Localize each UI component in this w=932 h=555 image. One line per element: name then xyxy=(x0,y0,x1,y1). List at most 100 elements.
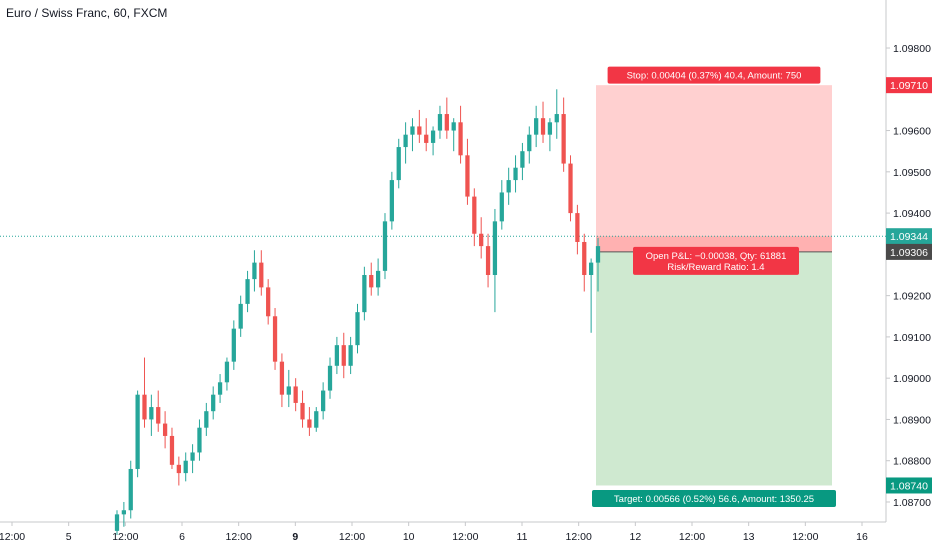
candle xyxy=(204,402,209,436)
candle xyxy=(128,460,133,519)
candle-body xyxy=(520,151,525,168)
stop-label: Stop: 0.00404 (0.37%) 40.4, Amount: 750 xyxy=(607,66,821,84)
candle xyxy=(176,456,181,486)
candle-body xyxy=(451,122,456,131)
candle-body xyxy=(362,275,367,313)
candle xyxy=(321,382,326,420)
pnl-label: Open P&L: −0.00038, Qty: 61881Risk/Rewar… xyxy=(633,246,799,275)
candle-body xyxy=(424,134,429,143)
candle-body xyxy=(389,180,394,222)
candle-body xyxy=(183,460,188,474)
target-label-box xyxy=(592,489,836,507)
candle xyxy=(588,258,594,333)
candle xyxy=(245,270,250,313)
candle-body xyxy=(327,365,333,391)
stop-price-badge-box xyxy=(886,77,932,94)
candle-body xyxy=(190,452,195,461)
candle xyxy=(527,126,532,164)
candle-body xyxy=(149,407,154,420)
candle-body xyxy=(231,328,236,362)
candle-body xyxy=(554,114,559,123)
candle-body xyxy=(266,287,271,317)
candle xyxy=(252,250,257,292)
candle xyxy=(396,138,401,189)
candle xyxy=(582,233,587,292)
candle-body xyxy=(321,390,326,412)
candle-body xyxy=(176,464,181,474)
candle xyxy=(341,332,346,379)
candle-body xyxy=(479,233,484,247)
candle-body xyxy=(224,361,230,383)
candle xyxy=(272,308,278,370)
candle-body xyxy=(211,394,216,412)
candle xyxy=(327,357,333,399)
candle-body xyxy=(527,134,532,152)
candle xyxy=(506,167,511,205)
price-tick-label: 1.08800 xyxy=(893,456,931,468)
candle xyxy=(403,122,408,164)
candle xyxy=(595,237,601,292)
entry-price-badge-text: 1.09306 xyxy=(890,247,928,259)
time-tick-label: 9 xyxy=(292,531,298,543)
candle xyxy=(492,208,498,313)
candle-body xyxy=(588,262,594,275)
candle-body xyxy=(355,312,360,346)
candle xyxy=(300,390,305,428)
target-label-text: Target: 0.00566 (0.52%) 56.6, Amount: 13… xyxy=(614,494,814,505)
candle xyxy=(190,444,195,474)
candle-body xyxy=(499,192,504,222)
candle xyxy=(520,142,525,181)
candle-body xyxy=(472,196,477,234)
candle-body xyxy=(293,386,298,403)
target-label: Target: 0.00566 (0.52%) 56.6, Amount: 13… xyxy=(592,489,836,507)
candle xyxy=(355,303,360,354)
entry-price-badge: 1.09306 xyxy=(886,243,932,260)
candle xyxy=(162,411,168,449)
candle xyxy=(417,109,422,143)
time-tick-label: 12:00 xyxy=(566,531,592,543)
candle xyxy=(197,419,202,461)
candle xyxy=(424,118,429,152)
candle xyxy=(540,101,546,143)
time-tick-label: 6 xyxy=(179,531,185,543)
time-tick-label: 10 xyxy=(403,531,415,543)
candle-body xyxy=(458,122,463,156)
entry-price-badge-box xyxy=(886,243,932,260)
candle xyxy=(279,353,285,408)
pnl-label-box xyxy=(633,246,799,275)
candle-body xyxy=(341,345,346,366)
candle-body xyxy=(506,180,511,193)
candle-body xyxy=(252,262,257,280)
candle xyxy=(142,357,147,428)
candle xyxy=(561,97,566,172)
candle-body xyxy=(114,514,120,531)
time-tick-label: 12:00 xyxy=(0,531,25,543)
candle xyxy=(369,262,374,296)
candle xyxy=(444,97,449,139)
candle xyxy=(465,138,470,205)
candle-body xyxy=(259,262,264,288)
candle-body xyxy=(204,411,209,428)
candle-body xyxy=(272,316,278,362)
candle xyxy=(437,105,443,139)
pnl-label-text: Open P&L: −0.00038, Qty: 61881 xyxy=(646,251,787,262)
candle xyxy=(479,217,484,259)
candle xyxy=(259,250,264,296)
stop-label-box xyxy=(607,66,821,84)
candle xyxy=(266,279,271,325)
time-tick-label: 5 xyxy=(66,531,72,543)
chart-title: Euro / Swiss Franc, 60, FXCM xyxy=(6,6,168,20)
candle xyxy=(513,155,518,193)
candle-body xyxy=(300,402,305,420)
candle xyxy=(217,374,223,403)
candle-body xyxy=(307,419,312,428)
candle xyxy=(575,204,580,255)
pnl-label-text: Risk/Reward Ratio: 1.4 xyxy=(667,262,764,273)
candle xyxy=(293,378,298,412)
candle-body xyxy=(348,345,353,366)
target-price-badge: 1.08740 xyxy=(886,477,932,494)
candle xyxy=(485,233,491,288)
current-price-badge-text: 1.09344 xyxy=(890,231,928,243)
